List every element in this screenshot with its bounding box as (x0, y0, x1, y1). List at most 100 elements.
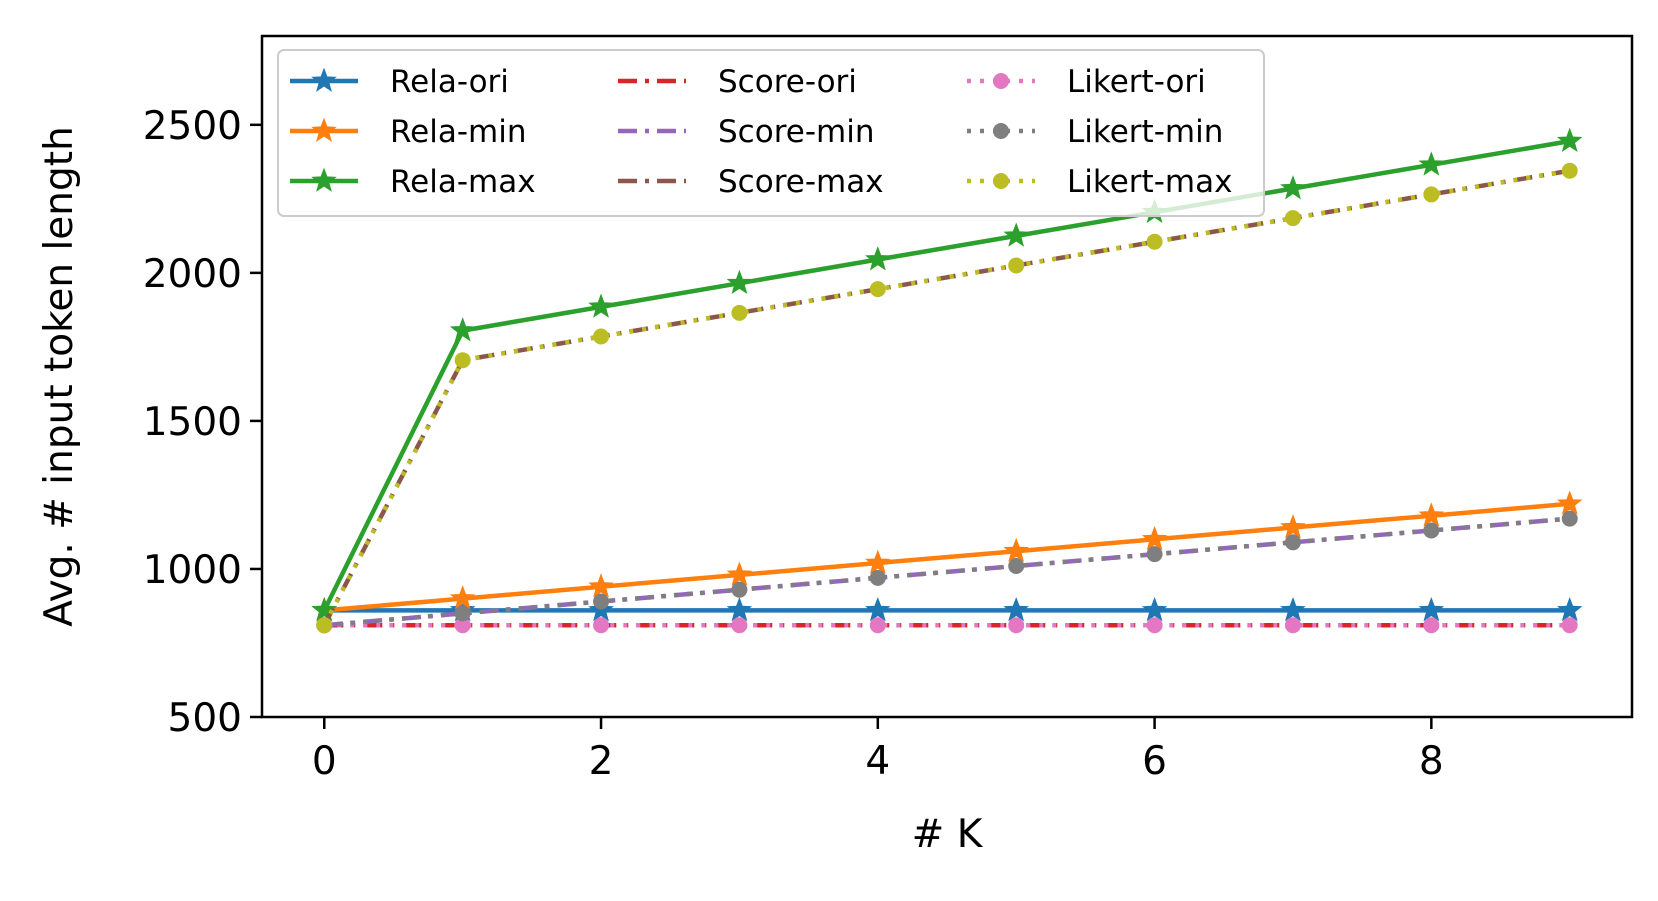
data-point-rela-min-8 (1418, 502, 1445, 527)
x-tick-label: 0 (312, 739, 337, 784)
data-point-rela-min-3 (726, 561, 753, 586)
legend-item-score-ori: Score-ori (618, 64, 857, 100)
legend-marker (311, 117, 337, 142)
data-point-rela-ori-7 (1280, 596, 1306, 622)
x-tick-label: 6 (1142, 739, 1167, 784)
legend-label: Score-ori (718, 64, 857, 100)
data-point-rela-max-7 (1280, 175, 1306, 200)
data-point-likert-max-7 (1284, 210, 1301, 227)
legend-label: Score-max (718, 164, 884, 200)
data-point-likert-max-1 (454, 352, 471, 369)
data-point-rela-max-3 (726, 269, 753, 295)
data-point-rela-max-9 (1556, 127, 1583, 152)
data-point-likert-min-5 (1008, 557, 1025, 574)
legend-label: Rela-ori (390, 64, 509, 100)
legend-item-rela-max: Rela-max (290, 164, 536, 200)
legend-item-score-min: Score-min (618, 114, 874, 150)
data-point-rela-max-0 (311, 596, 338, 622)
legend-marker (311, 167, 337, 192)
legend-item-rela-min: Rela-min (290, 114, 526, 150)
data-point-rela-max-8 (1418, 151, 1445, 176)
data-point-rela-ori-6 (1141, 596, 1168, 622)
data-point-likert-ori-3 (731, 617, 748, 634)
series-line-rela-min (324, 501, 1570, 613)
series-line-likert-max (322, 168, 1571, 627)
data-point-likert-min-8 (1423, 522, 1440, 539)
data-point-likert-max-3 (731, 304, 748, 321)
data-point-rela-min-9 (1556, 490, 1583, 515)
data-point-rela-min-2 (588, 573, 614, 598)
data-point-likert-min-7 (1284, 534, 1301, 551)
legend-item-likert-ori: Likert-ori (967, 64, 1206, 100)
data-point-likert-min-2 (593, 593, 610, 610)
data-point-likert-max-6 (1146, 233, 1163, 250)
y-axis-label: Avg. # input token length (37, 126, 82, 627)
series-rela-min (311, 490, 1583, 622)
data-point-likert-ori-9 (1561, 617, 1578, 634)
data-point-likert-min-3 (731, 581, 748, 598)
data-point-likert-ori-1 (454, 617, 471, 634)
legend: Rela-ori Rela-min Rela-max Score-ori Score-m… (277, 49, 1265, 217)
legend-label: Likert-min (1067, 114, 1223, 150)
x-tick-label: 2 (589, 739, 614, 784)
data-point-likert-ori-5 (1008, 617, 1025, 634)
legend-item-likert-min: Likert-min (967, 114, 1223, 150)
legend-label: Likert-ori (1067, 64, 1206, 100)
data-point-rela-ori-4 (865, 596, 891, 622)
series-likert-max (316, 162, 1578, 634)
data-point-rela-min-4 (865, 549, 891, 574)
legend-label: Rela-min (390, 114, 526, 150)
data-point-likert-ori-6 (1146, 617, 1163, 634)
legend-item-score-max: Score-max (618, 164, 884, 200)
series-line-rela-max (322, 138, 1571, 612)
data-point-rela-ori-8 (1418, 596, 1445, 622)
plot-frame (260, 34, 1634, 719)
data-point-rela-ori-5 (1003, 596, 1029, 622)
x-tick-label: 8 (1419, 739, 1444, 784)
legend-label: Likert-max (1067, 164, 1232, 200)
data-point-likert-ori-4 (869, 617, 886, 634)
y-tick-label: 2000 (143, 252, 242, 297)
data-point-likert-max-8 (1423, 186, 1440, 203)
legend-box (277, 49, 1265, 217)
legend-marker (993, 173, 1009, 189)
data-point-likert-max-9 (1561, 162, 1578, 179)
data-point-rela-ori-9 (1556, 596, 1583, 622)
data-point-rela-min-5 (1003, 537, 1029, 563)
series-layer (311, 127, 1583, 634)
legend-marker (311, 67, 337, 92)
legend-marker (993, 73, 1009, 89)
data-point-rela-min-1 (449, 585, 476, 610)
data-point-rela-max-1 (449, 317, 476, 342)
data-point-rela-ori-3 (726, 596, 753, 622)
x-axis-label: # K (912, 812, 984, 857)
data-point-likert-max-5 (1008, 257, 1025, 274)
axes-layer: 0 2 4 6 8 500 1000 1500 2000 2500 (143, 34, 1634, 784)
legend-item-rela-ori: Rela-ori (290, 64, 509, 100)
y-tick-label: 500 (168, 696, 242, 741)
legend-label: Rela-max (390, 164, 536, 200)
legend-marker (993, 123, 1009, 139)
y-tick-label: 2500 (143, 104, 242, 149)
y-tick-label: 1000 (143, 548, 242, 593)
data-point-rela-max-4 (865, 246, 891, 271)
legend-item-likert-max: Likert-max (967, 164, 1232, 200)
data-point-likert-min-4 (869, 569, 886, 586)
data-point-likert-ori-8 (1423, 617, 1440, 634)
data-point-likert-max-4 (869, 281, 886, 298)
series-line-likert-min (324, 516, 1570, 628)
data-point-likert-max-2 (593, 328, 610, 345)
data-point-rela-min-6 (1141, 525, 1168, 551)
data-point-likert-min-6 (1146, 546, 1163, 563)
data-point-likert-ori-2 (593, 617, 610, 634)
data-point-rela-max-5 (1003, 222, 1029, 247)
data-point-likert-ori-7 (1284, 617, 1301, 634)
y-tick-label: 1500 (143, 400, 242, 445)
data-point-likert-min-1 (454, 605, 471, 622)
series-likert-min (316, 510, 1578, 634)
data-point-rela-max-2 (588, 293, 614, 318)
x-tick-label: 4 (865, 739, 890, 784)
data-point-rela-min-7 (1280, 514, 1306, 539)
